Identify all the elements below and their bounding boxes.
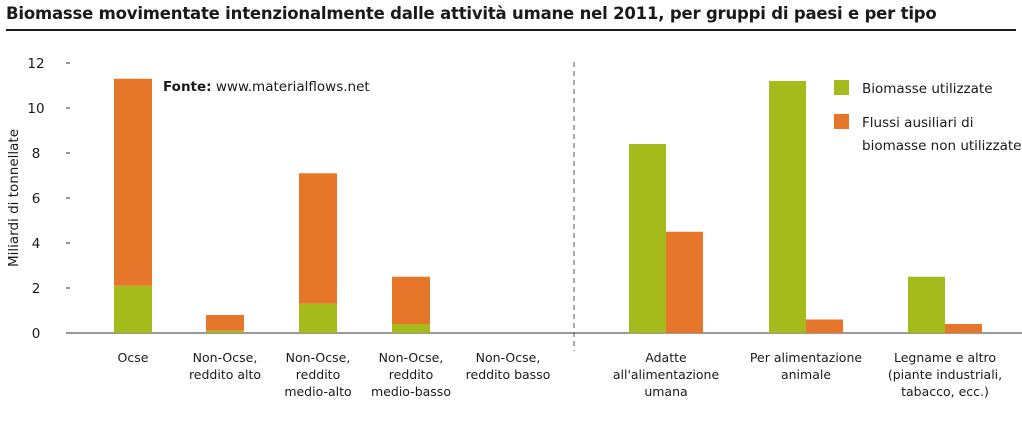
category-label: Non-Ocse,: [193, 350, 258, 365]
bar-used: [629, 144, 666, 333]
bar-unused: [945, 324, 982, 333]
bar-used: [392, 324, 430, 333]
source-note: Fonte: www.materialflows.net: [163, 79, 370, 95]
bar-used: [769, 81, 806, 333]
axes-layer: 0 2 4 6 8 10 12 Miliardi di tonnellate: [6, 56, 1022, 351]
bars-layer: [114, 78, 982, 333]
category-label: medio-basso: [371, 384, 451, 399]
title-underline: [6, 29, 1016, 31]
category-label: animale: [781, 367, 831, 382]
category-label: umana: [644, 384, 687, 399]
bar-used: [206, 330, 244, 333]
y-tick-label: 8: [32, 146, 41, 162]
bar-used: [114, 285, 152, 333]
category-label: Adatte: [645, 350, 687, 365]
category-label: Non-Ocse,: [379, 350, 444, 365]
bar-unused: [206, 315, 244, 331]
y-tick-label: 6: [32, 191, 41, 207]
category-label: reddito: [296, 367, 340, 382]
category-label: Ocse: [118, 350, 149, 365]
category-label: medio-alto: [284, 384, 351, 399]
category-label: tabacco, ecc.): [901, 384, 989, 399]
bar-unused: [114, 78, 152, 286]
y-tick-label: 2: [32, 281, 41, 297]
labels-layer: Ocse Non-Ocse, reddito alto Non-Ocse, reddit…: [118, 350, 1003, 399]
legend-label-unused: biomasse non utilizzate: [862, 138, 1021, 154]
legend-label-used: Biomasse utilizzate: [862, 81, 993, 97]
category-label: Non-Ocse,: [286, 350, 351, 365]
category-label: reddito basso: [466, 367, 551, 382]
source-url: www.materialflows.net: [212, 79, 370, 95]
legend-swatch-used: [834, 80, 849, 95]
y-tick-label: 10: [27, 101, 44, 117]
bar-used: [908, 276, 945, 333]
category-label: all'alimentazione: [613, 367, 720, 382]
category-label: (piante industriali,: [888, 367, 1002, 382]
legend-label-unused: Flussi ausiliari di: [862, 115, 973, 131]
category-label: reddito: [389, 367, 433, 382]
y-axis-label: Miliardi di tonnellate: [6, 129, 22, 267]
chart-title: Biomasse movimentate intenzionalmente da…: [6, 4, 937, 23]
source-label: Fonte:: [163, 79, 212, 95]
y-tick-label: 12: [27, 56, 44, 72]
bar-unused: [299, 173, 337, 304]
category-label: Legname e altro: [894, 350, 996, 365]
category-label: reddito alto: [189, 367, 261, 382]
bar-used: [299, 303, 337, 333]
legend-swatch-unused: [834, 114, 849, 129]
category-label: Per alimentazione: [750, 350, 862, 365]
y-tick-label: 4: [32, 236, 41, 252]
category-label: Non-Ocse,: [476, 350, 541, 365]
bar-unused: [666, 231, 703, 333]
legend: Biomasse utilizzate Flussi ausiliari di bi…: [834, 80, 1021, 154]
y-tick-label: 0: [32, 326, 41, 342]
bar-unused: [392, 276, 430, 324]
bar-unused: [806, 319, 843, 333]
